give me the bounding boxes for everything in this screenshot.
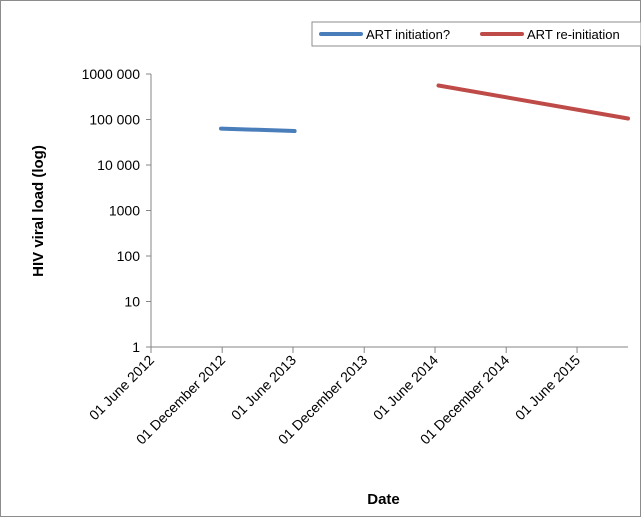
x-axis-title: Date: [367, 491, 400, 508]
axes: 1 10 100 1000 10 000 100 000 1000 000 01 June 2…: [82, 66, 628, 447]
legend-box: [311, 21, 641, 47]
legend: ART initiation? ART re-initiation: [311, 21, 641, 47]
x-tick-label: 01 June 2014: [370, 352, 441, 423]
x-tick-label: 01 June 2013: [228, 352, 299, 423]
y-tick-label: 1: [132, 339, 140, 355]
legend-label-2: ART re-initiation: [527, 27, 620, 42]
series-line-1: [219, 126, 297, 133]
y-tick-label: 1000: [109, 203, 140, 219]
y-tick-label: 100 000: [89, 112, 140, 128]
y-axis-title: HIV viral load (log): [30, 145, 47, 277]
x-tick-label: 01 June 2012: [86, 352, 157, 423]
y-tick-label: 1000 000: [82, 66, 141, 82]
y-tick-label: 10: [124, 294, 140, 310]
x-tick-label: 01 June 2015: [512, 352, 583, 423]
y-tick-label: 100: [117, 248, 141, 264]
series-line-2: [436, 83, 630, 121]
series-layer: [219, 83, 630, 133]
legend-label-1: ART initiation?: [366, 27, 450, 42]
y-tick-label: 10 000: [97, 157, 140, 173]
